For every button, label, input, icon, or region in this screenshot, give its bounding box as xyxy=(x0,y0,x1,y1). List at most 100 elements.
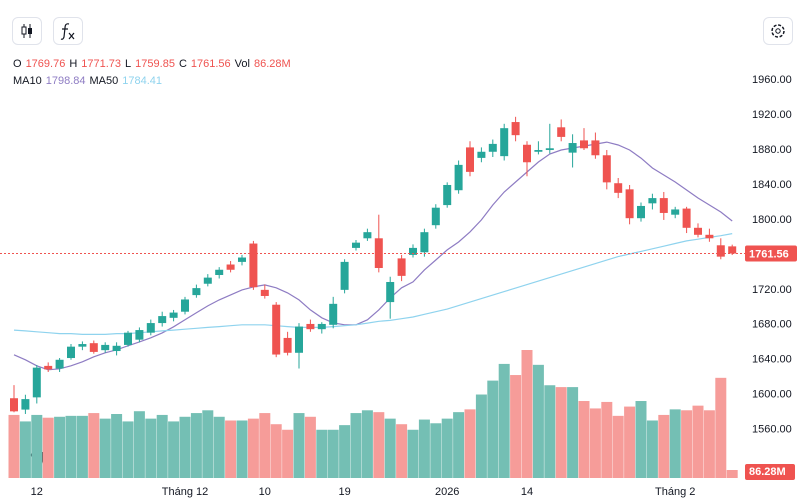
volume-bar xyxy=(384,418,396,478)
settings-button[interactable] xyxy=(763,17,793,45)
candle-body xyxy=(545,148,554,151)
volume-bar xyxy=(361,410,373,478)
volume-bar xyxy=(635,401,647,478)
y-tick-label: 1720.00 xyxy=(752,284,792,296)
legend-value: 1798.84 xyxy=(45,75,86,87)
candle-body xyxy=(431,207,440,226)
legend-value: 1784.41 xyxy=(122,75,163,87)
volume-bar xyxy=(624,406,636,478)
volume-bar xyxy=(601,401,613,478)
x-tick-label: 12 xyxy=(31,486,43,498)
volume-bar xyxy=(202,410,214,478)
legend-label: C xyxy=(178,58,187,70)
volume-bar xyxy=(42,417,54,478)
volume-bar xyxy=(31,414,43,478)
candle-body xyxy=(648,198,657,204)
volume-bar xyxy=(715,377,727,478)
candle-body xyxy=(272,304,281,355)
volume-bar xyxy=(578,401,590,478)
fx-icon xyxy=(60,23,75,40)
y-tick-label: 1920.00 xyxy=(752,109,792,121)
candle-body xyxy=(602,155,611,183)
legend-value: 1761.56 xyxy=(190,58,231,70)
x-tick-label: 10 xyxy=(259,486,271,498)
gear-icon xyxy=(771,24,785,38)
candle-icon xyxy=(21,24,32,38)
candle-body xyxy=(101,344,110,351)
volume-bar xyxy=(168,421,180,478)
candle-body xyxy=(10,398,18,412)
last-price-label: 1761.56 xyxy=(749,248,789,260)
candle-body xyxy=(705,234,714,239)
last-price-box xyxy=(745,245,797,262)
candle-body xyxy=(374,238,383,269)
x-tick-label: 19 xyxy=(338,486,350,498)
y-tick-label: 1640.00 xyxy=(752,354,792,366)
candle-body xyxy=(488,143,497,152)
y-tick-label: 1560.00 xyxy=(752,424,792,436)
x-tick-label: 2026 xyxy=(435,486,459,498)
candle-body xyxy=(659,198,668,213)
candle-body xyxy=(523,144,531,163)
candle-body xyxy=(409,247,417,255)
candle-body xyxy=(716,245,725,257)
candle-body xyxy=(637,205,645,219)
y-tick-label: 1960.00 xyxy=(752,74,792,86)
volume-bar xyxy=(327,429,339,478)
volume-bar xyxy=(692,405,704,478)
legend-value: 1759.85 xyxy=(135,58,175,70)
volume-bar xyxy=(88,413,100,478)
volume-bar xyxy=(544,385,556,478)
legend-label: MA50 xyxy=(89,75,119,87)
volume-bar xyxy=(54,416,66,478)
volume-bar xyxy=(521,350,533,478)
volume-bar xyxy=(612,415,624,478)
volume-bar xyxy=(373,412,385,478)
ohlc-legend: O 1769.76 H 1771.73 L 1759.85 C 1761.56 Vol 8… xyxy=(13,58,291,70)
volume-bar xyxy=(270,424,282,478)
chart-type-button[interactable] xyxy=(12,17,42,45)
x-tick-label: Tháng 12 xyxy=(162,486,208,498)
candle-body xyxy=(32,367,41,398)
candle-body xyxy=(534,150,543,152)
volume-bar xyxy=(19,421,31,478)
volume-bar xyxy=(532,364,544,478)
candle-body xyxy=(386,281,395,303)
candle-body xyxy=(728,246,737,254)
candle-body xyxy=(329,303,338,325)
indicators-button[interactable] xyxy=(53,17,83,45)
volume-bar xyxy=(350,413,362,478)
candle-body xyxy=(89,343,98,352)
volume-bar xyxy=(65,415,77,478)
legend-value: 1769.76 xyxy=(25,58,66,70)
candle-body xyxy=(557,127,566,137)
candle-body xyxy=(181,299,189,312)
volume-bar xyxy=(487,380,499,478)
volume-bar xyxy=(213,416,225,478)
candle-body xyxy=(226,264,235,270)
y-tick-label: 1840.00 xyxy=(752,179,792,191)
candle-body xyxy=(124,332,132,345)
volume-bar xyxy=(236,420,248,478)
volume-bar xyxy=(441,418,453,478)
candle-body xyxy=(397,258,406,276)
candle-body xyxy=(67,346,75,359)
volume-bar xyxy=(293,413,305,478)
volume-bar xyxy=(589,408,601,478)
volume-bar xyxy=(510,375,522,478)
candle-body xyxy=(568,143,577,153)
volume-bar xyxy=(99,418,111,478)
volume-bar xyxy=(282,429,294,478)
candle-body xyxy=(192,288,201,296)
candle-body xyxy=(78,344,87,347)
volume-bar xyxy=(8,414,20,478)
volume-bar xyxy=(396,424,408,478)
candle-body xyxy=(317,323,326,330)
candle-body xyxy=(454,164,463,191)
y-tick-label: 1680.00 xyxy=(752,319,792,331)
legend-label: O xyxy=(13,58,22,70)
volume-bar xyxy=(179,416,191,478)
candle-body xyxy=(112,345,121,352)
volume-bar xyxy=(726,469,738,478)
